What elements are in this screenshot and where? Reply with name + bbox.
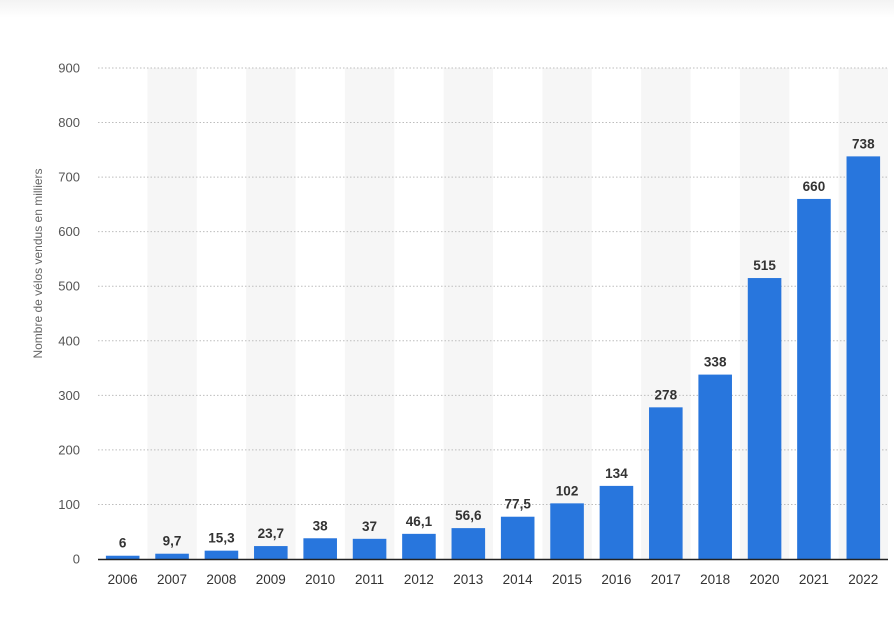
x-tick-label: 2016: [601, 572, 631, 587]
column-band: [443, 68, 493, 559]
value-labels: 6 9,7 15,3 23,7 38 37 46,1 56,6 77,5 102 134 278 338…: [119, 136, 875, 550]
value-label: 23,7: [258, 526, 284, 541]
value-label: 38: [313, 518, 329, 533]
bar: [204, 550, 239, 559]
x-axis-ticks: 2006 2007 2008 2009 2010 2011 2012 2013 2014 2015…: [108, 572, 879, 587]
x-tick-label: 2011: [355, 572, 384, 587]
column-band: [344, 68, 395, 559]
bars: [105, 156, 881, 559]
y-axis-title: Nombre de vélos vendus en milliers: [31, 168, 45, 358]
column-band: [147, 68, 197, 559]
value-label: 46,1: [406, 514, 433, 529]
x-tick-label: 2022: [848, 572, 878, 587]
x-tick-label: 2010: [305, 572, 335, 587]
bar: [303, 538, 337, 559]
y-tick-label: 700: [58, 170, 80, 185]
value-label: 102: [556, 483, 579, 498]
x-tick-label: 2018: [700, 572, 730, 587]
bar: [550, 503, 584, 559]
x-tick-label: 2013: [453, 572, 483, 587]
x-tick-label: 2009: [256, 572, 286, 587]
x-tick-label: 2020: [750, 572, 780, 587]
y-axis-ticks: 0 100 200 300 400 500 600 700 800 900: [58, 61, 80, 567]
bar: [352, 538, 387, 559]
bar: [846, 156, 881, 559]
value-label: 738: [852, 136, 875, 151]
bar: [451, 528, 486, 559]
bar: [254, 546, 288, 559]
value-label: 6: [119, 536, 127, 551]
value-label: 37: [362, 519, 377, 534]
value-label: 515: [753, 258, 776, 273]
x-tick-label: 2021: [799, 572, 829, 587]
y-tick-label: 500: [58, 279, 80, 294]
bar: [747, 278, 782, 559]
y-tick-label: 800: [58, 115, 80, 130]
y-tick-label: 0: [73, 552, 80, 567]
top-strip: [0, 0, 894, 18]
x-tick-label: 2012: [404, 572, 434, 587]
value-label: 9,7: [163, 534, 182, 549]
y-tick-label: 400: [58, 333, 80, 348]
value-label: 134: [605, 466, 628, 481]
x-tick-label: 2014: [503, 572, 534, 587]
x-tick-label: 2017: [651, 572, 681, 587]
value-label: 338: [704, 355, 727, 370]
value-label: 278: [655, 387, 678, 402]
y-tick-label: 900: [58, 61, 80, 76]
x-tick-label: 2015: [552, 572, 582, 587]
bar: [797, 198, 831, 559]
bar: [500, 516, 535, 559]
y-tick-label: 600: [58, 224, 80, 239]
value-label: 660: [803, 179, 826, 194]
bar: [105, 555, 140, 559]
column-band: [246, 68, 296, 559]
bar: [155, 553, 189, 559]
bar: [698, 374, 732, 559]
x-tick-label: 2006: [108, 572, 138, 587]
bar: [599, 485, 634, 559]
y-tick-label: 200: [58, 442, 80, 457]
bar: [402, 533, 436, 559]
value-label: 77,5: [505, 497, 532, 512]
bar: [649, 407, 683, 559]
x-tick-label: 2008: [206, 572, 236, 587]
value-label: 15,3: [208, 531, 235, 546]
y-tick-label: 300: [58, 388, 80, 403]
y-tick-label: 100: [58, 497, 80, 512]
x-tick-label: 2007: [157, 572, 187, 587]
column-band: [542, 68, 592, 559]
value-label: 56,6: [455, 508, 482, 523]
